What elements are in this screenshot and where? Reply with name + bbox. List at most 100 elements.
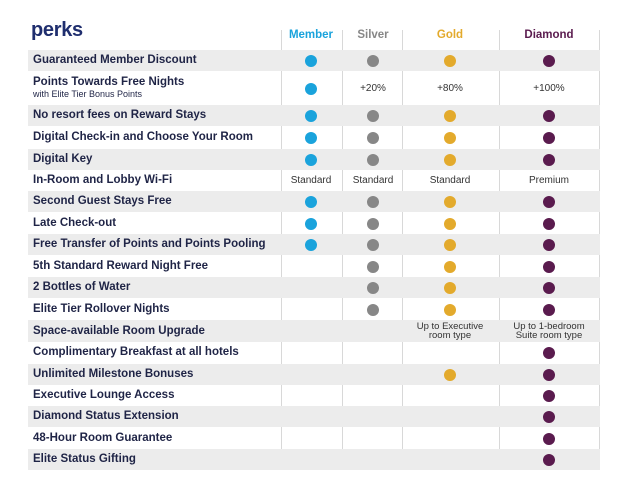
cell-gold bbox=[400, 428, 500, 449]
row-label-text: Free Transfer of Points and Points Pooli… bbox=[33, 238, 266, 250]
row-label-text: In-Room and Lobby Wi-Fi bbox=[33, 174, 173, 186]
cell-gold bbox=[400, 50, 500, 71]
cell-diamond bbox=[499, 234, 599, 255]
cell-diamond bbox=[499, 342, 599, 363]
row-label: Guaranteed Member Discount bbox=[33, 54, 197, 66]
cell-gold bbox=[400, 406, 500, 427]
cell-silver bbox=[323, 277, 423, 298]
included-dot-icon bbox=[444, 131, 456, 144]
row-label: Digital Check-in and Choose Your Room bbox=[33, 131, 253, 143]
row-label: No resort fees on Reward Stays bbox=[33, 109, 206, 121]
included-dot-icon bbox=[305, 54, 317, 67]
row-label-text: Elite Status Gifting bbox=[33, 453, 136, 465]
included-dot-icon bbox=[543, 368, 555, 381]
included-dot-icon bbox=[543, 260, 555, 273]
included-dot-icon bbox=[543, 432, 555, 445]
cell-member bbox=[261, 191, 361, 212]
table-row: No resort fees on Reward Stays bbox=[28, 105, 600, 126]
row-label-text: 48-Hour Room Guarantee bbox=[33, 432, 173, 444]
cell-gold bbox=[400, 299, 500, 320]
table-row: In-Room and Lobby Wi-Fi Standard Standard S… bbox=[28, 170, 600, 191]
included-dot-icon bbox=[543, 153, 555, 166]
row-label: Unlimited Milestone Bonuses bbox=[33, 368, 193, 380]
table-row: Second Guest Stays Free bbox=[28, 191, 600, 212]
cell-diamond bbox=[499, 105, 599, 126]
cell-gold bbox=[400, 127, 500, 148]
cell-silver: Standard bbox=[323, 170, 423, 191]
row-label-text: Guaranteed Member Discount bbox=[33, 54, 197, 66]
included-dot-icon bbox=[305, 131, 317, 144]
cell-silver bbox=[323, 299, 423, 320]
row-label: Second Guest Stays Free bbox=[33, 195, 172, 207]
cell-member: Standard bbox=[261, 170, 361, 191]
included-dot-icon bbox=[367, 238, 379, 251]
column-header-diamond: Diamond bbox=[524, 29, 574, 41]
row-label-text: Digital Check-in and Choose Your Room bbox=[33, 131, 254, 143]
row-label: 5th Standard Reward Night Free bbox=[33, 260, 208, 272]
row-label: 2 Bottles of Water bbox=[33, 281, 130, 293]
cell-gold bbox=[400, 105, 500, 126]
included-dot-icon bbox=[543, 410, 555, 423]
cell-diamond: Up to 1-bedroom Suite room type bbox=[499, 320, 599, 342]
cell-silver bbox=[323, 191, 423, 212]
included-dot-icon bbox=[444, 368, 456, 381]
cell-diamond bbox=[499, 191, 599, 212]
cell-member bbox=[261, 105, 361, 126]
cell-text: +20% bbox=[360, 83, 386, 94]
cell-gold bbox=[400, 213, 500, 234]
included-dot-icon bbox=[444, 303, 456, 316]
cell-diamond bbox=[499, 299, 599, 320]
cell-gold bbox=[400, 449, 500, 470]
table-row: Elite Status Gifting bbox=[28, 449, 600, 470]
included-dot-icon bbox=[543, 281, 555, 294]
cell-silver: +20% bbox=[323, 72, 423, 105]
included-dot-icon bbox=[305, 153, 317, 166]
row-label-text: No resort fees on Reward Stays bbox=[33, 109, 207, 121]
included-dot-icon bbox=[543, 54, 555, 67]
cell-silver bbox=[323, 127, 423, 148]
cell-member bbox=[261, 213, 361, 234]
included-dot-icon bbox=[367, 131, 379, 144]
included-dot-icon bbox=[444, 195, 456, 208]
row-label-text: Late Check-out bbox=[33, 217, 117, 229]
included-dot-icon bbox=[444, 238, 456, 251]
table-row: Digital Check-in and Choose Your Room bbox=[28, 127, 600, 148]
row-label-text: 5th Standard Reward Night Free bbox=[33, 260, 209, 272]
row-label-text: Diamond Status Extension bbox=[33, 410, 179, 422]
cell-gold bbox=[400, 256, 500, 277]
cell-diamond bbox=[499, 256, 599, 277]
cell-diamond: Premium bbox=[499, 170, 599, 191]
cell-silver bbox=[323, 50, 423, 71]
table-row: Free Transfer of Points and Points Pooli… bbox=[28, 234, 600, 255]
included-dot-icon bbox=[305, 82, 317, 95]
cell-gold bbox=[400, 277, 500, 298]
table-row: Executive Lounge Access bbox=[28, 385, 600, 406]
cell-text: Up to 1-bedroom Suite room type bbox=[513, 321, 585, 341]
cell-diamond bbox=[499, 277, 599, 298]
cell-diamond: +100% bbox=[499, 72, 599, 105]
cell-diamond bbox=[499, 149, 599, 170]
row-label-text: Digital Key bbox=[33, 153, 93, 165]
table-row: Elite Tier Rollover Nights bbox=[28, 299, 600, 320]
included-dot-icon bbox=[367, 109, 379, 122]
row-label: Space-available Room Upgrade bbox=[33, 325, 205, 337]
included-dot-icon bbox=[444, 217, 456, 230]
cell-diamond bbox=[499, 213, 599, 234]
included-dot-icon bbox=[444, 54, 456, 67]
row-label: Free Transfer of Points and Points Pooli… bbox=[33, 238, 266, 250]
row-label-text: Executive Lounge Access bbox=[33, 389, 175, 401]
row-label-text: Second Guest Stays Free bbox=[33, 195, 172, 207]
row-label-text: 2 Bottles of Water bbox=[33, 281, 131, 293]
row-label: Elite Status Gifting bbox=[33, 453, 136, 465]
included-dot-icon bbox=[367, 54, 379, 67]
cell-text: Standard bbox=[290, 175, 332, 186]
cell-gold bbox=[400, 191, 500, 212]
column-header-silver: Silver bbox=[357, 29, 389, 41]
included-dot-icon bbox=[367, 217, 379, 230]
cell-silver bbox=[323, 149, 423, 170]
cell-text: Up to Executive room type bbox=[416, 321, 484, 341]
included-dot-icon bbox=[543, 389, 555, 402]
cell-gold: +80% bbox=[400, 72, 500, 105]
included-dot-icon bbox=[543, 238, 555, 251]
